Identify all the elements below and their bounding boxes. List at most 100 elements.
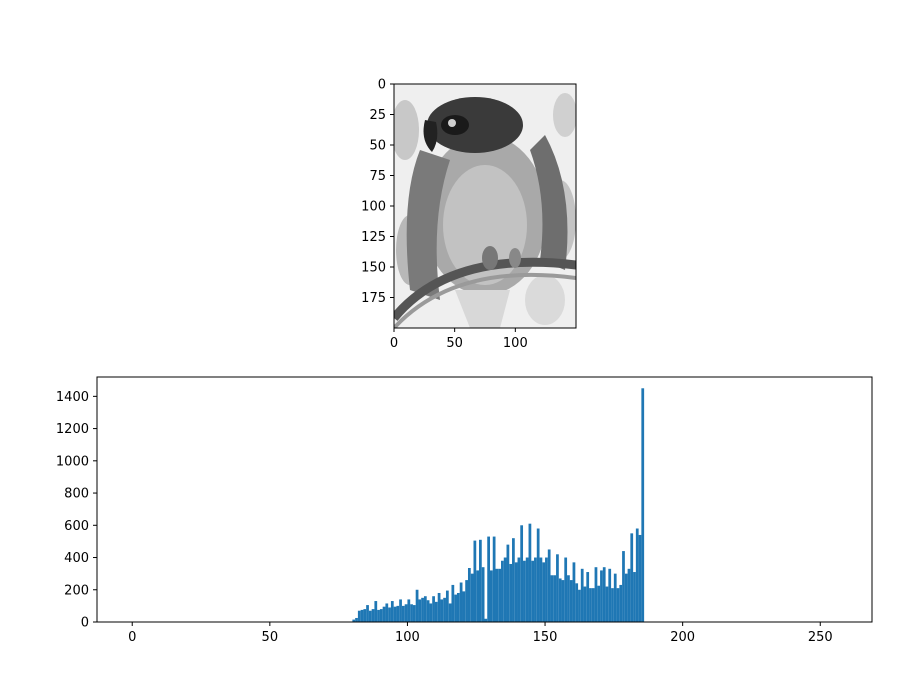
image-subplot: 0 50 100 0 25 50 75 100 125 150 175 xyxy=(361,78,577,351)
histogram-frame xyxy=(96,376,873,623)
histogram-bar xyxy=(379,609,383,622)
histogram-bar xyxy=(390,601,394,622)
histogram-bar xyxy=(594,567,598,622)
histogram-bar xyxy=(410,604,413,622)
y-tick-label: 50 xyxy=(369,139,386,154)
histogram-bar xyxy=(352,619,356,622)
histogram-bar xyxy=(470,573,474,622)
histogram-bar xyxy=(534,557,537,622)
histogram-bar xyxy=(432,596,435,622)
histogram-bar xyxy=(569,580,573,622)
histogram-bar xyxy=(630,533,634,622)
histogram-bar xyxy=(404,604,408,622)
histogram-bar xyxy=(481,567,485,622)
histogram-bar xyxy=(597,585,601,622)
histogram-bar xyxy=(490,570,493,622)
histogram-bar xyxy=(591,588,595,622)
histogram-bar xyxy=(473,540,477,622)
histogram-bar xyxy=(622,551,625,622)
histogram-bar xyxy=(608,568,612,622)
histogram-bar xyxy=(426,600,430,622)
parrot-image xyxy=(394,84,576,328)
histogram-bar xyxy=(525,557,529,622)
y-tick-label: 1000 xyxy=(56,454,89,469)
histogram-bar xyxy=(558,578,562,622)
x-tick-label: 50 xyxy=(262,630,279,645)
histogram-bar xyxy=(633,572,636,622)
histogram-bar xyxy=(589,588,592,622)
histogram-bar xyxy=(363,609,367,622)
histogram-bar xyxy=(509,563,513,622)
y-tick-label: 400 xyxy=(64,551,89,566)
histogram-bar xyxy=(564,557,568,622)
histogram-bar xyxy=(445,590,449,622)
histogram-bar xyxy=(454,594,457,622)
histogram-bar xyxy=(547,549,551,622)
x-tick-label: 250 xyxy=(808,630,833,645)
histogram-bar xyxy=(580,568,584,622)
histogram-bar xyxy=(385,603,389,622)
histogram-bar xyxy=(495,568,499,622)
histogram-bar xyxy=(523,560,526,622)
histogram-bar xyxy=(501,560,504,622)
histogram-bar xyxy=(567,575,570,622)
y-tick-label: 125 xyxy=(361,230,386,245)
histogram-bar xyxy=(586,572,590,622)
y-tick-label: 0 xyxy=(378,78,386,93)
histogram-bar xyxy=(616,588,620,622)
histogram-bar xyxy=(531,560,535,622)
histogram-bar xyxy=(635,528,639,622)
x-tick-label: 100 xyxy=(395,630,420,645)
histogram-bar xyxy=(396,605,400,622)
histogram-bar xyxy=(412,605,416,622)
histogram-bar xyxy=(506,544,510,622)
histogram-bar xyxy=(456,592,460,622)
histogram-bar xyxy=(575,583,579,622)
histogram-bar xyxy=(366,605,369,622)
histogram-bar xyxy=(357,610,361,622)
histogram-bar xyxy=(388,607,391,622)
histogram-bar xyxy=(440,599,444,622)
histogram-bar xyxy=(407,599,411,622)
histogram-bar xyxy=(360,609,364,622)
y-tick-label: 600 xyxy=(64,519,89,534)
histogram-bar xyxy=(536,528,540,622)
histogram-bar xyxy=(492,536,496,622)
histogram-bar xyxy=(539,557,543,622)
x-tick-label: 200 xyxy=(670,630,695,645)
histogram-bar xyxy=(503,557,507,622)
histogram-bar xyxy=(448,603,452,622)
histogram-bar xyxy=(434,601,438,622)
histogram-bar xyxy=(528,523,532,622)
histogram-bar xyxy=(578,589,581,622)
histogram-bar xyxy=(355,617,358,622)
histogram-bar xyxy=(611,588,614,622)
histogram-bar xyxy=(382,606,386,622)
histogram-bar xyxy=(374,601,378,622)
histogram-bar xyxy=(542,562,546,622)
histogram-bar xyxy=(462,591,466,622)
histogram-bar xyxy=(600,570,603,622)
y-tick-label: 200 xyxy=(64,583,89,598)
histogram-bar xyxy=(443,597,446,622)
histogram-bar xyxy=(641,388,645,622)
histogram-bar xyxy=(605,586,609,622)
histogram-bar xyxy=(467,568,471,622)
histogram-bar xyxy=(393,606,397,622)
histogram-bar xyxy=(415,589,419,622)
y-tick-label: 1200 xyxy=(56,422,89,437)
histogram-bar xyxy=(401,605,405,622)
histogram-bar xyxy=(421,597,424,622)
histogram-bar xyxy=(561,580,565,622)
x-tick-label: 0 xyxy=(128,630,136,645)
y-tick-label: 75 xyxy=(369,169,386,184)
histogram-bar xyxy=(602,567,606,622)
histogram-bar xyxy=(517,557,521,622)
y-tick-label: 25 xyxy=(369,108,386,123)
histogram-bar xyxy=(572,562,576,622)
histogram-bar xyxy=(512,538,515,622)
y-tick-label: 800 xyxy=(64,487,89,502)
histogram-bar xyxy=(368,610,372,622)
histogram-bar xyxy=(423,596,427,622)
